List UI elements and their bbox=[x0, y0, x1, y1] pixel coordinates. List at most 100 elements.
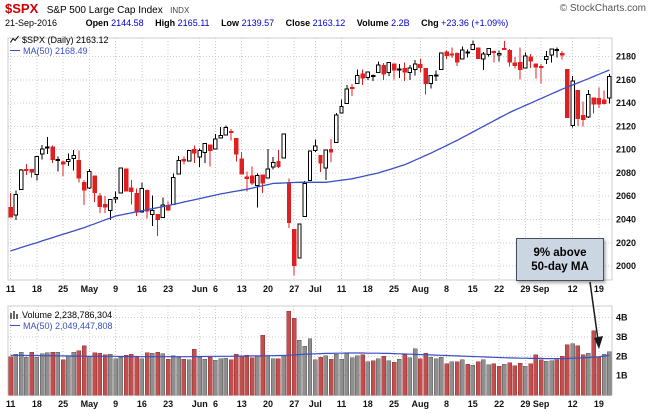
svg-text:19: 19 bbox=[594, 399, 604, 409]
svg-text:2080: 2080 bbox=[616, 168, 636, 178]
svg-text:2040: 2040 bbox=[616, 215, 636, 225]
svg-text:23: 23 bbox=[163, 284, 173, 294]
svg-text:12: 12 bbox=[568, 399, 578, 409]
svg-text:2000: 2000 bbox=[616, 261, 636, 271]
quote-row: 21-Sep-2016 Open 2144.58 High 2165.11 Lo… bbox=[5, 17, 646, 30]
svg-text:13: 13 bbox=[237, 284, 247, 294]
quote-open: Open 2144.58 bbox=[86, 18, 144, 28]
svg-text:25: 25 bbox=[58, 399, 68, 409]
svg-text:25: 25 bbox=[389, 284, 399, 294]
title-row: © StockCharts.com $SPX S&P 500 Large Cap… bbox=[5, 1, 646, 17]
svg-text:6: 6 bbox=[213, 399, 218, 409]
svg-text:16: 16 bbox=[137, 284, 147, 294]
volume-ma-legend: MA(50) 2,049,447,808 bbox=[10, 321, 113, 331]
high-value: 2165.11 bbox=[177, 18, 210, 28]
quote-close: Close 2163.12 bbox=[286, 18, 346, 28]
svg-text:25: 25 bbox=[389, 399, 399, 409]
svg-text:9: 9 bbox=[113, 284, 118, 294]
svg-text:20: 20 bbox=[263, 284, 273, 294]
svg-text:27: 27 bbox=[289, 284, 299, 294]
chart-area: 2000 2020 2040 2060 2080 2100 2120 2140 2160 2180… bbox=[0, 30, 650, 415]
exchange-label: INDX bbox=[170, 6, 190, 15]
quote-volume: Volume 2.2B bbox=[357, 18, 410, 28]
open-label: Open bbox=[85, 18, 109, 28]
svg-text:2020: 2020 bbox=[616, 238, 636, 248]
low-value: 2139.57 bbox=[241, 18, 275, 28]
svg-text:23: 23 bbox=[163, 399, 173, 409]
volume-legend: Volume 2,238,786,304 bbox=[10, 310, 112, 321]
open-value: 2144.58 bbox=[111, 18, 144, 28]
svg-text:3B: 3B bbox=[616, 332, 628, 342]
annotation-callout: 9% above 50-day MA bbox=[516, 238, 604, 281]
price-volume-chart-canvas: 2000202020402060208021002120214021602180… bbox=[6, 37, 636, 409]
price-legend: $SPX (Daily) 2163.12 bbox=[10, 35, 109, 46]
volume-ma-text: MA(50) 2,049,447,808 bbox=[23, 321, 113, 331]
svg-text:11: 11 bbox=[6, 399, 16, 409]
svg-text:29: 29 bbox=[520, 399, 530, 409]
svg-text:18: 18 bbox=[363, 399, 373, 409]
high-label: High bbox=[155, 18, 176, 28]
chg-label: Chg bbox=[421, 18, 439, 28]
volume-bars-icon bbox=[10, 310, 19, 321]
svg-text:2140: 2140 bbox=[616, 98, 636, 108]
svg-text:19: 19 bbox=[594, 284, 604, 294]
price-ma-swatch bbox=[10, 50, 20, 51]
svg-text:Jul: Jul bbox=[309, 284, 322, 294]
svg-text:2160: 2160 bbox=[616, 75, 636, 85]
svg-text:15: 15 bbox=[468, 284, 478, 294]
svg-text:Jun: Jun bbox=[192, 284, 208, 294]
svg-text:20: 20 bbox=[263, 399, 273, 409]
svg-text:15: 15 bbox=[468, 399, 478, 409]
low-label: Low bbox=[221, 18, 240, 28]
index-name: S&P 500 Large Cap Index bbox=[46, 5, 163, 16]
chg-value: +23.36 (+1.09%) bbox=[441, 18, 509, 28]
svg-text:22: 22 bbox=[494, 284, 504, 294]
quote-date: 21-Sep-2016 bbox=[5, 18, 58, 28]
quote-low: Low 2139.57 bbox=[221, 18, 274, 28]
svg-text:2120: 2120 bbox=[616, 121, 636, 131]
volume-label: Volume bbox=[356, 18, 389, 28]
copyright-text: © StockCharts.com bbox=[559, 3, 646, 14]
svg-text:8: 8 bbox=[444, 284, 449, 294]
price-ma-text: MA(50) 2168.49 bbox=[23, 46, 88, 56]
svg-text:May: May bbox=[81, 399, 99, 409]
annotation-line2: 50-day MA bbox=[531, 260, 589, 273]
volume-value: 2.2B bbox=[391, 18, 410, 28]
svg-text:13: 13 bbox=[237, 399, 247, 409]
price-series-icon bbox=[10, 35, 19, 46]
chart-header: © StockCharts.com $SPX S&P 500 Large Cap… bbox=[0, 0, 650, 30]
svg-text:25: 25 bbox=[58, 284, 68, 294]
svg-text:Sep: Sep bbox=[533, 399, 550, 409]
svg-text:11: 11 bbox=[6, 284, 16, 294]
svg-text:1B: 1B bbox=[616, 371, 628, 381]
quote-chg: Chg +23.36 (+1.09%) bbox=[421, 18, 508, 28]
quote-high: High 2165.11 bbox=[155, 18, 209, 28]
svg-text:16: 16 bbox=[137, 399, 147, 409]
price-legend-text: $SPX (Daily) 2163.12 bbox=[22, 35, 109, 45]
volume-legend-text: Volume 2,238,786,304 bbox=[22, 310, 113, 320]
svg-text:11: 11 bbox=[337, 284, 347, 294]
svg-text:18: 18 bbox=[32, 399, 42, 409]
svg-text:Jun: Jun bbox=[192, 399, 208, 409]
svg-text:9: 9 bbox=[113, 399, 118, 409]
svg-text:2060: 2060 bbox=[616, 191, 636, 201]
svg-text:11: 11 bbox=[337, 399, 347, 409]
svg-text:18: 18 bbox=[32, 284, 42, 294]
svg-text:May: May bbox=[81, 284, 99, 294]
svg-text:12: 12 bbox=[568, 284, 578, 294]
svg-text:4B: 4B bbox=[616, 313, 628, 323]
svg-text:Aug: Aug bbox=[412, 284, 430, 294]
svg-text:2100: 2100 bbox=[616, 145, 636, 155]
svg-text:Sep: Sep bbox=[533, 284, 550, 294]
price-ma-legend: MA(50) 2168.49 bbox=[10, 46, 88, 56]
svg-text:29: 29 bbox=[520, 284, 530, 294]
annotation-line1: 9% above bbox=[533, 246, 587, 259]
svg-text:8: 8 bbox=[444, 399, 449, 409]
svg-text:Aug: Aug bbox=[412, 399, 430, 409]
svg-text:27: 27 bbox=[289, 399, 299, 409]
svg-text:18: 18 bbox=[363, 284, 373, 294]
svg-text:2180: 2180 bbox=[616, 52, 636, 62]
svg-text:6: 6 bbox=[213, 284, 218, 294]
svg-text:22: 22 bbox=[494, 399, 504, 409]
volume-ma-swatch bbox=[10, 325, 20, 326]
